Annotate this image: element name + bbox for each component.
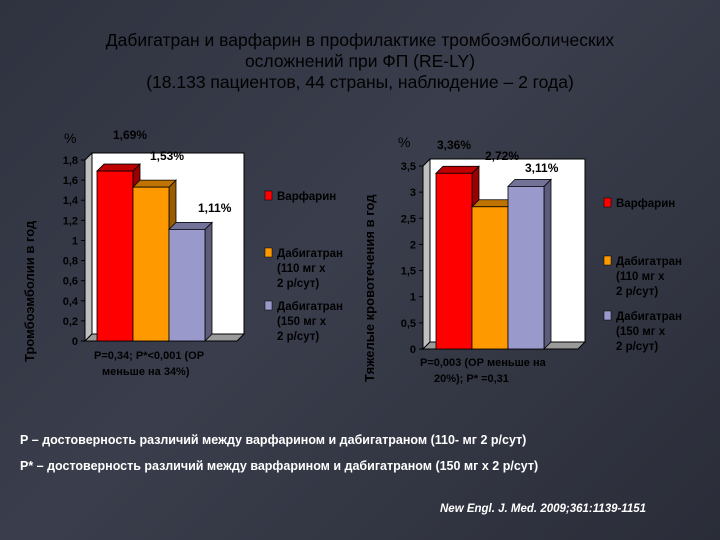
chart1-unit-label: % <box>64 130 77 146</box>
chart1-legend-label: Дабигатран (110 мг х 2 р/сут) <box>277 248 343 290</box>
chart1-y-tick-label: 0,8 <box>63 256 78 268</box>
chart1-legend-label-line: 2 р/сут) <box>277 278 319 290</box>
chart1-y-tick-label: 1,8 <box>63 155 78 167</box>
chart2-bar-side <box>543 178 552 350</box>
chart2-legend-label-line: 2 р/сут) <box>616 341 658 353</box>
chart2-y-tick-label: 3 <box>410 187 416 199</box>
chart2-y-tick-label: 1,5 <box>401 266 416 278</box>
chart1-y-tick-label: 1,6 <box>63 175 78 187</box>
chart1-y-tick-label: 1,4 <box>63 195 79 207</box>
citation: New Engl. J. Med. 2009;361:1139-1151 <box>440 503 647 515</box>
chart2-y-tick-label: 1 <box>410 292 416 304</box>
chart1-y-tick-label: 0,6 <box>63 276 78 288</box>
chart1-legend-label-line: Варфарин <box>277 191 336 203</box>
chart2-legend-label: Варфарин <box>616 198 675 210</box>
chart2-legend-label-line: 2 р/сут) <box>616 286 658 298</box>
chart2-y-tick-label: 3,5 <box>401 161 416 173</box>
chart1-bar-top <box>132 179 177 188</box>
chart2-value-label: 3,36% <box>437 138 471 152</box>
chart2-stat-line-2: 20%); Р* =0,31 <box>434 373 509 385</box>
chart2-y-tick-label: 0,5 <box>401 318 416 330</box>
chart2-bar-top <box>435 165 480 174</box>
chart1-bar <box>96 170 134 342</box>
chart2-value-label: 3,11% <box>525 161 559 175</box>
chart2-bar <box>435 172 473 350</box>
chart1-thromboembolism: 0 0,2 0,4 0,6 0,8 1 1,2 1,4 1,6 1,8 1,69%1,53% 1,11… <box>63 130 343 348</box>
chart2-legend-label-line: Дабигатран <box>616 311 682 323</box>
chart1-legend-label-line: 2 р/сут) <box>277 331 319 343</box>
chart1-legend-label-line: Дабигатран <box>277 248 343 260</box>
chart1-legend-swatch <box>264 247 273 258</box>
chart2-bar <box>507 185 545 350</box>
chart2-unit-label: % <box>398 134 411 150</box>
chart2-legend-label: Дабигатран (150 мг х 2 р/сут) <box>616 311 682 353</box>
chart1-y-tick-label: 1 <box>72 235 78 247</box>
chart2-y-tick-label: 0 <box>410 344 416 356</box>
chart1-value-label: 1,69% <box>113 130 147 142</box>
chart2-y-tick-label: 2 <box>410 239 416 251</box>
chart1-y-tick-label: 0,4 <box>63 296 79 308</box>
chart1-bar-side <box>204 221 213 342</box>
chart2-bar <box>471 206 509 350</box>
title-line-2: осложнений при ФП (RE-LY) <box>244 51 476 71</box>
chart1-legend-label: Дабигатран (150 мг х 2 р/сут) <box>277 301 343 343</box>
chart1-legend-label-line: (150 мг х <box>277 316 327 328</box>
chart1-stat-line-1: Р=0,34; Р*<0,001 (ОР <box>94 350 205 362</box>
chart1-stat-line-2: меньше на 34%) <box>102 366 190 378</box>
note-p-star: Р* – достоверность различий между варфар… <box>20 459 539 473</box>
chart1-stat-annotation: Р=0,34; Р*<0,001 (ОР меньше на 34%) <box>94 348 204 380</box>
chart2-legend-label-line: (110 мг х <box>616 271 665 283</box>
chart1-bar-top <box>168 221 213 230</box>
chart1-value-label: 1,11% <box>198 201 232 215</box>
chart1-bar <box>132 186 170 342</box>
chart1-y-tick-label: 0 <box>72 336 78 348</box>
chart1-y-tick-label: 0,2 <box>63 316 78 328</box>
chart1-plot-side-wall <box>84 151 93 343</box>
chart2-legend-label: Дабигатран (110 мг х 2 р/сут) <box>616 256 682 298</box>
chart2-value-label: 2,72% <box>485 149 519 163</box>
chart2-legend-swatch <box>603 197 612 208</box>
chart1-bar-top <box>96 163 141 172</box>
chart2-legend-label-line: (150 мг х <box>616 326 666 338</box>
chart1-bar <box>168 228 206 342</box>
chart1-legend-label-line: (110 мг х <box>277 263 326 275</box>
chart2-legend-label-line: Варфарин <box>616 198 675 210</box>
chart1-legend-swatch <box>264 300 273 311</box>
title-line-3: (18.133 пациентов, 44 страны, наблюдение… <box>146 72 574 92</box>
chart1-value-label: 1,53% <box>150 149 184 163</box>
title-line-1: Дабигатран и варфарин в профилактике тро… <box>105 30 615 50</box>
chart2-major-bleeding: 0 0,5 1 1,5 2 2,5 3 3,5 3,36% 2,72% 3,11% Варфарин Д… <box>401 138 682 356</box>
chart2-y-tick-label: 2,5 <box>401 213 416 225</box>
chart2-bar-top <box>507 178 552 187</box>
chart2-plot-side-wall <box>422 157 431 351</box>
chart2-stat-annotation: Р=0,003 (ОР меньше на 20%); Р* =0,31 <box>420 355 546 387</box>
chart1-legend-swatch <box>264 190 273 201</box>
chart2-legend-swatch <box>603 310 612 321</box>
chart2-stat-line-1: Р=0,003 (ОР меньше на <box>420 357 546 369</box>
slide-title: Дабигатран и варфарин в профилактике тро… <box>40 30 680 93</box>
chart2-legend-label-line: Дабигатран <box>616 256 682 268</box>
chart1-legend-label-line: Дабигатран <box>277 301 343 313</box>
chart1-y-tick-label: 1,2 <box>63 215 78 227</box>
note-p: Р – достоверность различий между варфари… <box>20 433 527 447</box>
chart1-legend-label: Варфарин <box>277 191 336 203</box>
chart2-legend-swatch <box>603 255 612 266</box>
